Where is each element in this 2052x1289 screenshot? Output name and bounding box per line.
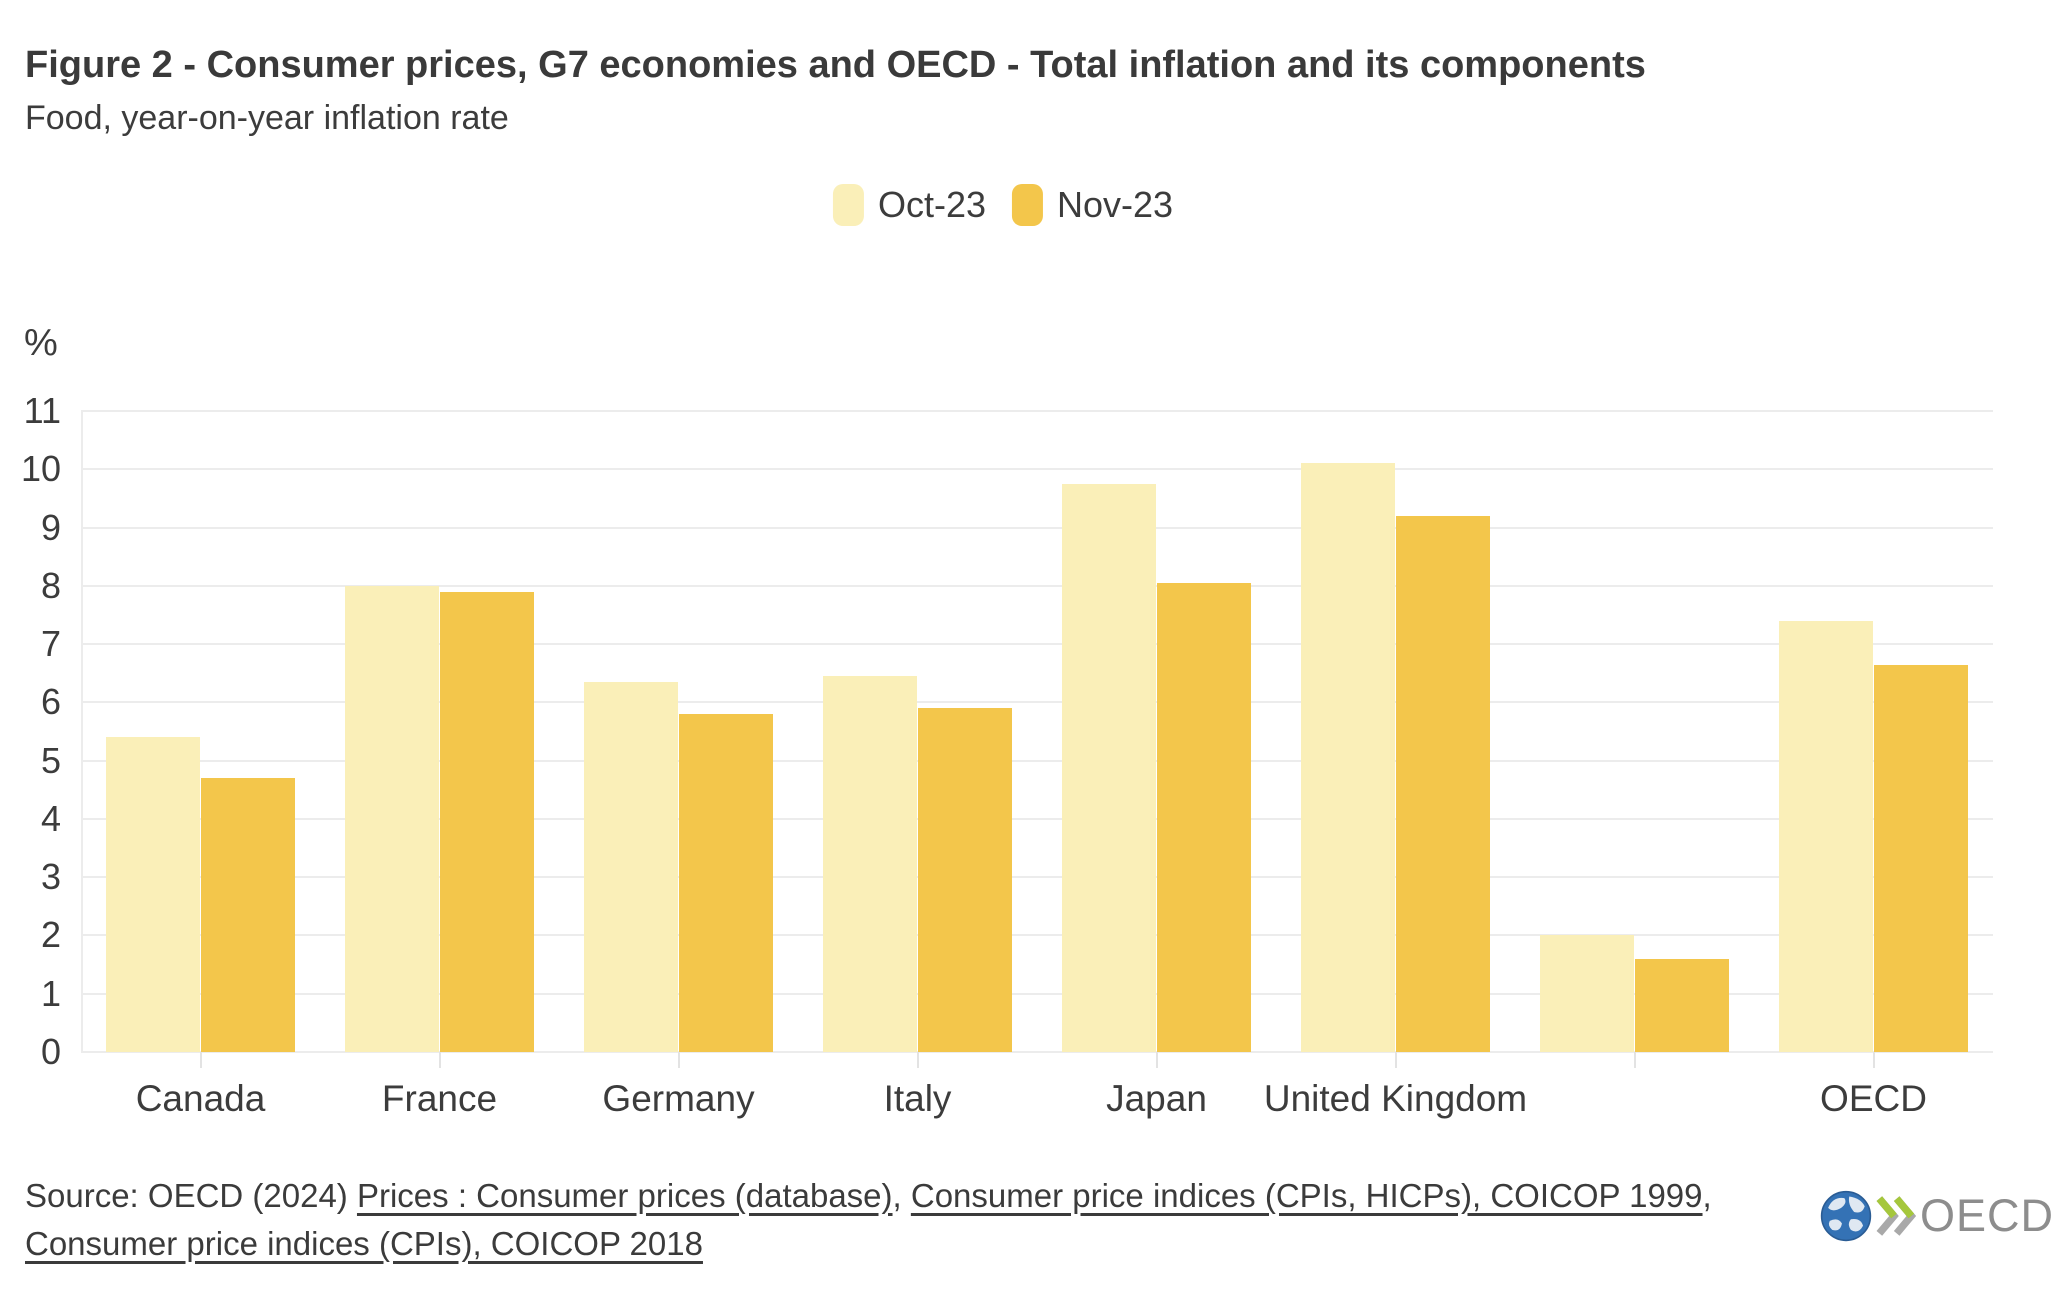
bar-oct-23-france <box>344 585 440 1052</box>
x-axis-label-france: France <box>381 1078 498 1119</box>
y-axis-tick-label: 8 <box>40 564 61 606</box>
y-axis-line <box>81 411 83 1052</box>
gridline-2 <box>81 934 1993 937</box>
y-axis-tick-label: 11 <box>23 390 61 431</box>
y-axis-tick-label: 2 <box>40 914 61 956</box>
globe-icon <box>1820 1190 1872 1242</box>
gridline-4 <box>81 817 1993 820</box>
legend-item-oct-23: Oct-23 <box>832 184 986 226</box>
legend-item-nov-23: Nov-23 <box>1011 184 1174 226</box>
bar-oct-23-japan <box>1061 483 1157 1052</box>
y-axis-tick-label: 1 <box>40 972 61 1014</box>
legend-label: Oct-23 <box>877 184 986 225</box>
bar-oct-23-germany <box>583 681 679 1052</box>
y-axis-tick-label: 9 <box>40 506 61 548</box>
x-axis-label-germany: Germany <box>602 1078 755 1119</box>
x-axis-label-canada: Canada <box>135 1078 266 1119</box>
gridline-10 <box>81 468 1993 471</box>
source-link[interactable]: Prices : Consumer prices (database) <box>356 1177 893 1214</box>
bar-oct-23-united-kingdom <box>1300 463 1396 1052</box>
bar-nov-23-united-kingdom <box>1395 515 1491 1052</box>
y-axis-tick-label: 0 <box>40 1031 61 1072</box>
source-text: Source: OECD (2024) <box>25 1177 357 1214</box>
x-axis-tick <box>199 1052 202 1068</box>
gridline-3 <box>81 876 1993 879</box>
bar-oct-23-oecd <box>1778 620 1874 1052</box>
bar-nov-23-japan <box>1156 582 1252 1052</box>
gridline-5 <box>81 759 1993 762</box>
bar-nov-23-canada <box>200 778 296 1052</box>
source-text: , <box>1702 1177 1712 1214</box>
bar-nov-23-germany <box>678 714 774 1052</box>
bar-oct-23-italy <box>822 676 918 1052</box>
oecd-logo: OECD <box>1820 1188 2052 1244</box>
legend-label: Nov-23 <box>1056 184 1174 225</box>
legend-swatch-nov-23 <box>1011 184 1043 226</box>
figure-title: Figure 2 - Consumer prices, G7 economies… <box>25 44 1646 86</box>
bar-oct-23-canada <box>105 737 201 1052</box>
gridline-6 <box>81 701 1993 704</box>
x-axis-tick <box>677 1052 680 1068</box>
source-text: , <box>892 1177 911 1214</box>
bar-nov-23-unlabeled <box>1634 958 1730 1052</box>
gridline-11 <box>81 410 1993 412</box>
y-axis-tick-label: 7 <box>40 623 61 665</box>
bar-nov-23-france <box>439 591 535 1052</box>
chart-legend: Oct-23 Nov-23 <box>832 184 1174 226</box>
bar-nov-23-oecd <box>1873 664 1969 1052</box>
plot-area: 0 1 2 3 4 5 6 7 8 9 10 11 Canada France Germany Italy Ja… <box>21 391 1993 1119</box>
gridline-1 <box>81 992 1993 995</box>
gridline-0 <box>81 1051 1993 1053</box>
figure-subtitle: Food, year-on-year inflation rate <box>25 99 509 137</box>
bar-oct-23-unlabeled <box>1539 935 1635 1052</box>
x-axis-tick <box>1155 1052 1158 1068</box>
y-axis-tick-label: 3 <box>40 856 61 898</box>
x-axis-tick <box>438 1052 441 1068</box>
x-axis-tick <box>1394 1052 1397 1068</box>
x-axis-tick <box>916 1052 919 1068</box>
y-axis-unit-label: % <box>24 322 58 364</box>
y-axis-tick-label: 6 <box>40 681 61 723</box>
x-axis-tick <box>1633 1052 1636 1068</box>
y-axis-tick-label: 10 <box>20 448 61 490</box>
oecd-chevrons-icon <box>1876 1196 1916 1236</box>
x-axis-label-oecd: OECD <box>1820 1078 1927 1119</box>
gridline-9 <box>81 526 1993 529</box>
legend-swatch-oct-23 <box>832 184 864 226</box>
source-link[interactable]: Consumer price indices (CPIs, HICPs), CO… <box>910 1177 1703 1214</box>
x-axis-label-italy: Italy <box>883 1078 952 1119</box>
x-axis-label-japan: Japan <box>1106 1078 1207 1119</box>
x-axis-tick <box>1872 1052 1875 1068</box>
gridline-8 <box>81 584 1993 587</box>
oecd-logo-text: OECD <box>1920 1190 2052 1241</box>
y-axis-tick-label: 5 <box>40 739 61 781</box>
gridline-7 <box>81 643 1993 646</box>
bar-nov-23-italy <box>917 708 1013 1052</box>
y-axis-tick-label: 4 <box>40 797 61 839</box>
source-note: Source: OECD (2024) Prices : Consumer pr… <box>25 1172 1765 1268</box>
x-axis-label-united-kingdom: United Kingdom <box>1263 1078 1528 1119</box>
source-link[interactable]: Consumer price indices (CPIs), COICOP 20… <box>25 1225 703 1262</box>
